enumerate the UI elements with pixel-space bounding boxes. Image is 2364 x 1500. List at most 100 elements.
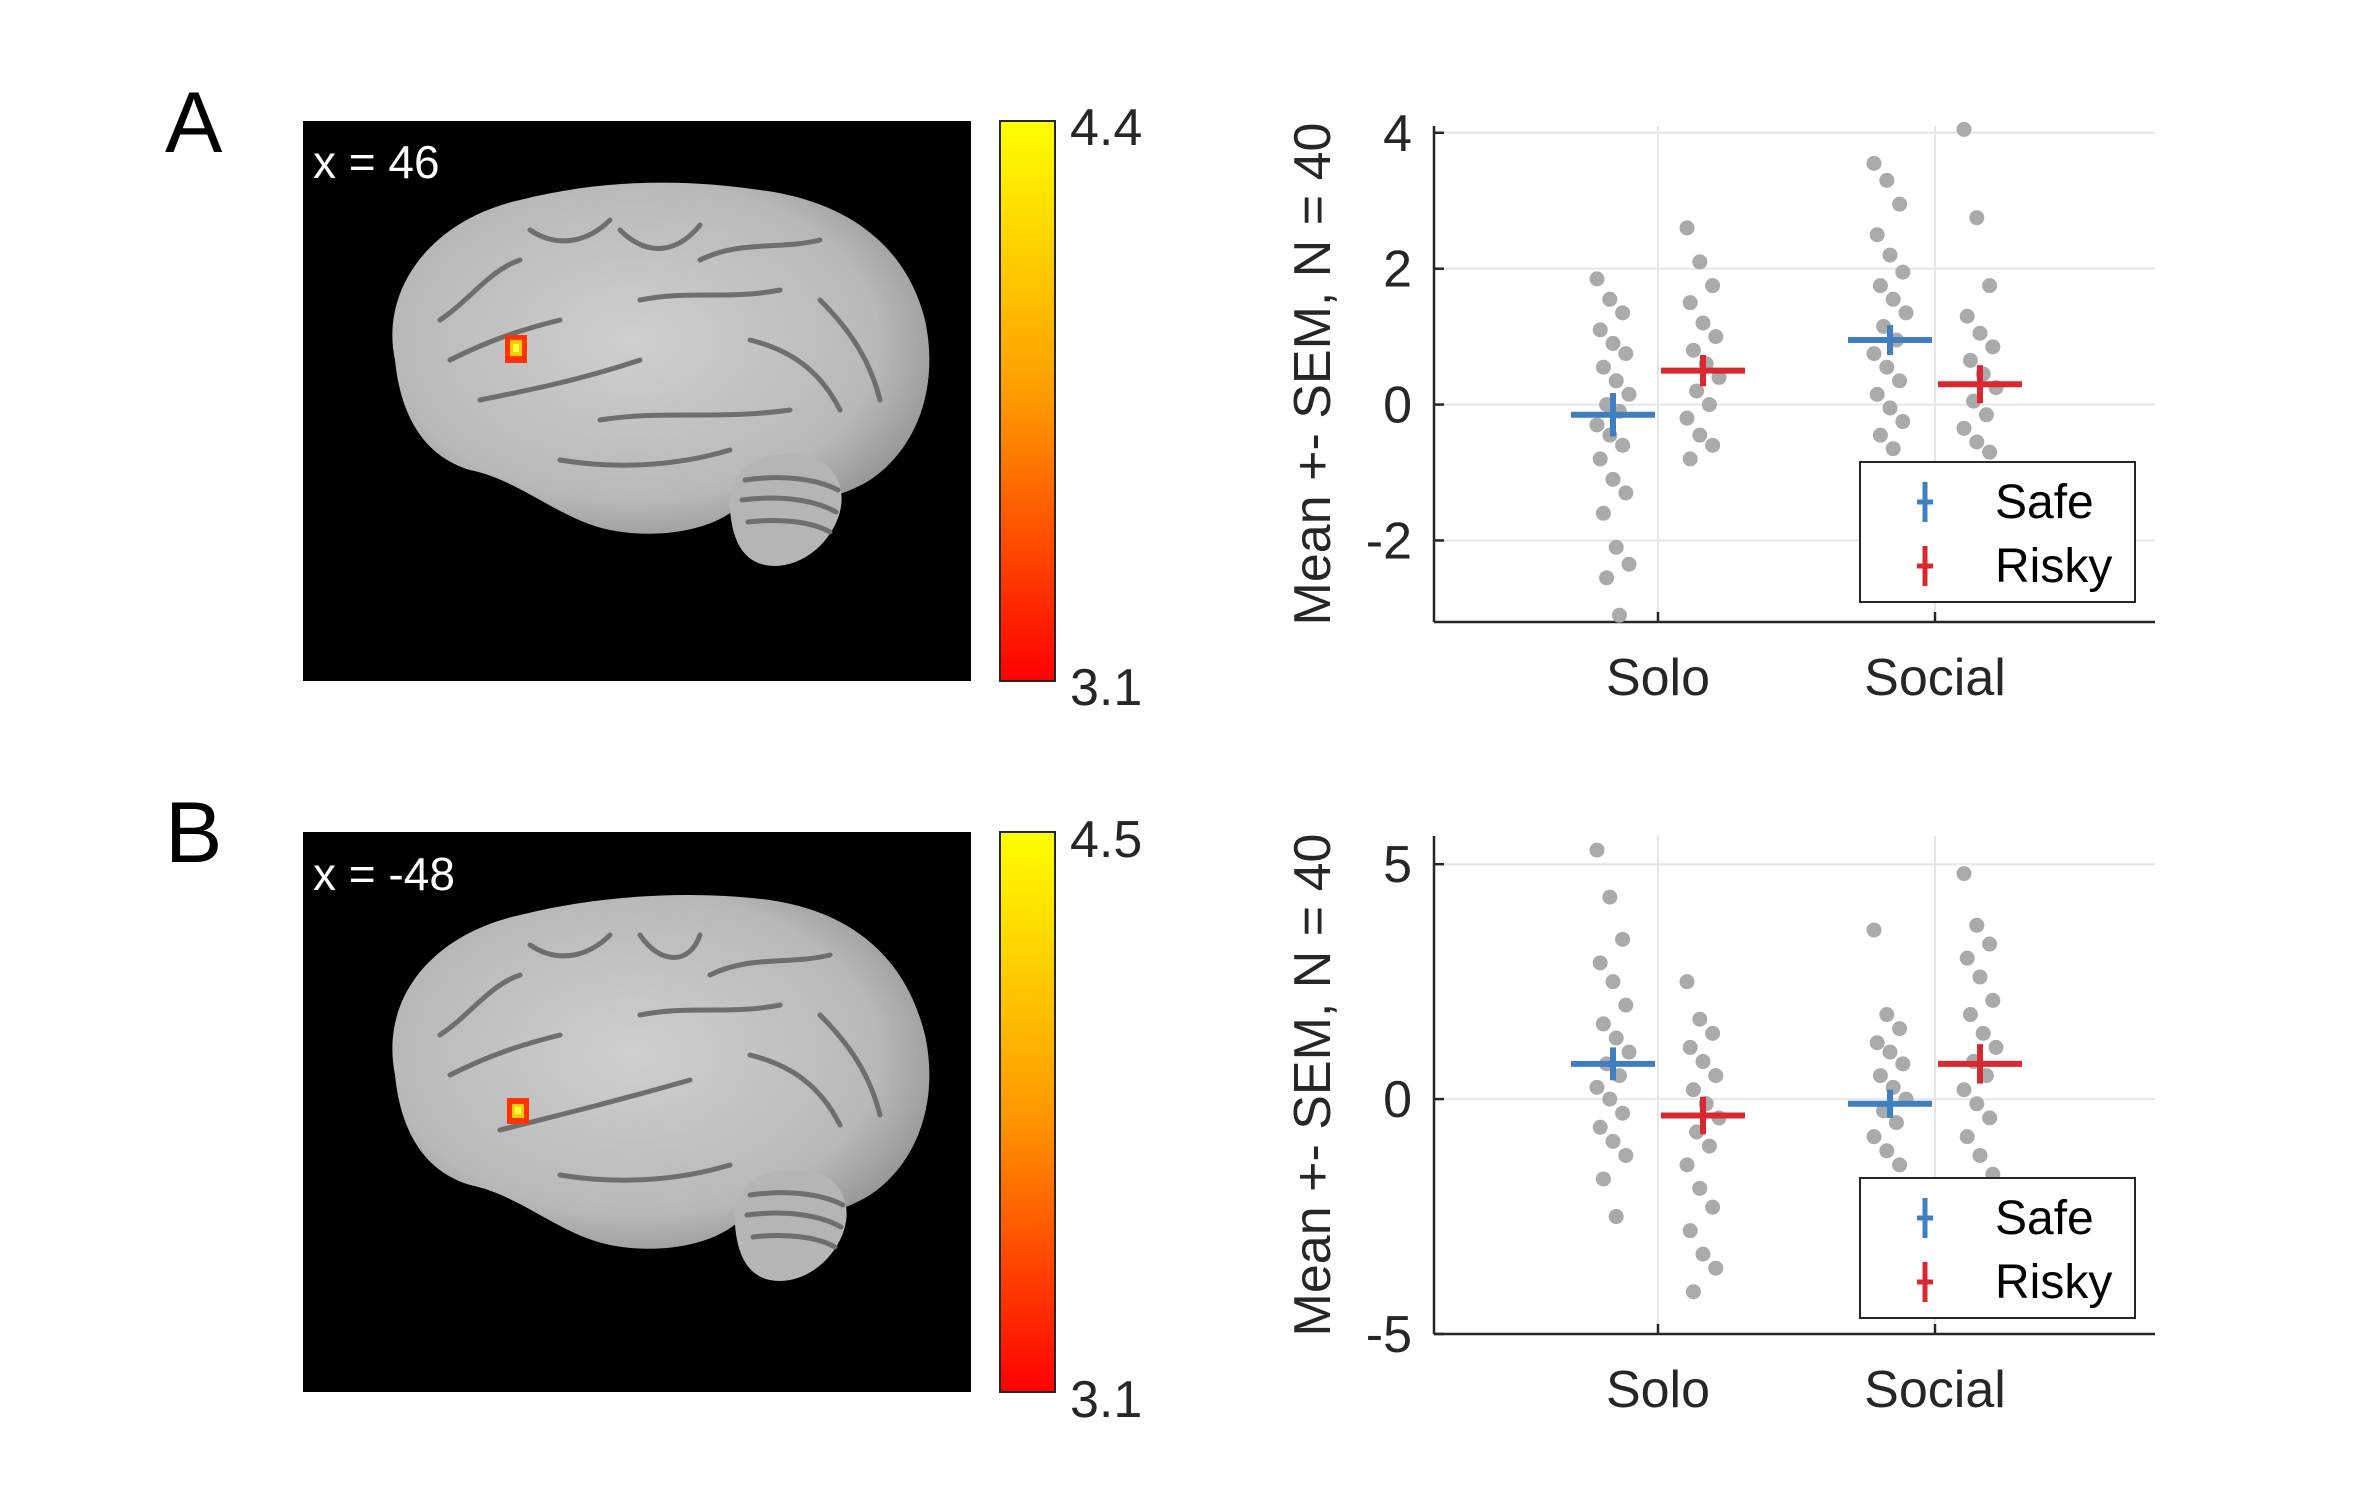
chart-a-point-safe [1618, 346, 1634, 362]
chart-b-point-risky [1692, 1011, 1708, 1027]
chart-b-point-safe [1615, 1105, 1631, 1121]
colorbar-max-label-a: 4.4 [1070, 99, 1142, 157]
chart-a-ytick-label: 4 [1383, 105, 1412, 163]
chart-b-point-risky [1985, 992, 2001, 1008]
chart-a-point-safe [1608, 373, 1624, 389]
chart-b-point-safe [1879, 1143, 1895, 1159]
chart-b-point-safe [1892, 1157, 1908, 1173]
chart-a-point-risky [1985, 339, 2001, 355]
chart-a-point-safe [1602, 291, 1618, 307]
chart-b-point-safe [1605, 1133, 1621, 1149]
chart-a-ytick-label: 2 [1383, 241, 1412, 299]
chart-a-labels: Mean +- SEM, N = 40 Solo Social 4 2 0 -2 [1284, 105, 2006, 707]
brain-slice-b [392, 895, 930, 1281]
chart-a-point-safe [1599, 570, 1615, 586]
chart-a-point-safe [1895, 414, 1911, 430]
chart-a-point-risky [1692, 427, 1708, 443]
chart-a-point-risky [1695, 315, 1711, 331]
chart-b-labels: Mean +- SEM, N = 40 Solo Social 5 0 -5 [1284, 834, 2006, 1419]
chart-a-point-safe [1611, 607, 1627, 623]
chart-b-point-safe [1608, 1030, 1624, 1046]
chart-a-point-risky [1701, 397, 1717, 413]
chart-b-point-risky [1972, 969, 1988, 985]
chart-b-point-safe [1879, 1007, 1895, 1023]
chart-b-point-risky [1701, 1138, 1717, 1154]
chart-b-point-risky [1708, 1260, 1724, 1276]
chart-b-axes [1432, 836, 2155, 1336]
colorbar-gradient-b [999, 831, 1056, 1393]
chart-b-point-safe [1608, 1209, 1624, 1225]
chart-a-point-risky [1705, 437, 1721, 453]
chart-b-point-safe [1592, 1119, 1608, 1135]
chart-a-point-safe [1589, 271, 1605, 287]
chart-a-point-safe [1898, 305, 1914, 321]
chart-a-point-risky [1969, 434, 1985, 450]
panel-label-b: B [165, 785, 222, 881]
chart-a-point-safe [1615, 305, 1631, 321]
chart-a-point-safe [1621, 556, 1637, 572]
chart-b-point-risky [1679, 1157, 1695, 1173]
chart-b-ylabel: Mean +- SEM, N = 40 [1284, 834, 1342, 1337]
slice-label-b: x = -48 [313, 848, 455, 900]
chart-a-point-risky [1689, 383, 1705, 399]
chart-a-point-risky [1956, 420, 1972, 436]
chart-b-point-safe [1882, 1044, 1898, 1060]
chart-a-point-risky [1969, 210, 1985, 226]
chart-a-point-risky [1959, 308, 1975, 324]
chart-a-legend: Safe Risky [1859, 461, 2136, 603]
chart-a-point-safe [1595, 359, 1611, 375]
chart-a-point-risky [1708, 329, 1724, 345]
brain-image-b: x = -48 [303, 832, 971, 1392]
chart-a-point-risky [1711, 369, 1727, 385]
chart-a-point-risky [1682, 295, 1698, 311]
chart-a-point-safe [1621, 386, 1637, 402]
chart-b-ytick-label: 0 [1383, 1071, 1412, 1129]
chart-a-point-risky [1982, 444, 1998, 460]
colorbar-a: 4.4 3.1 [999, 99, 1142, 717]
chart-b-point-risky [1959, 1129, 1975, 1145]
panel-a: A [165, 75, 2155, 717]
chart-b-legend: Safe Risky [1859, 1177, 2136, 1319]
chart-b-point-safe [1615, 931, 1631, 947]
slice-label-a: x = 46 [313, 136, 440, 188]
chart-a-xtick-social: Social [1864, 649, 2006, 707]
chart-b-point-risky [1959, 950, 1975, 966]
chart-b-point-risky [1682, 1223, 1698, 1239]
chart-b-point-safe [1605, 974, 1621, 990]
chart-b-point-risky [1956, 1082, 1972, 1098]
chart-a-point-risky [1682, 451, 1698, 467]
chart-b-legend-safe-label: Safe [1995, 1192, 2094, 1245]
chart-a-point-safe [1608, 539, 1624, 555]
chart-b-point-safe [1589, 1079, 1605, 1095]
chart-a-point-risky [1705, 278, 1721, 294]
chart-b-point-safe [1589, 842, 1605, 858]
chart-b-point-risky [1969, 917, 1985, 933]
chart-b-point-risky [1705, 1199, 1721, 1215]
chart-b-point-risky [1685, 1284, 1701, 1300]
panel-label-a: A [165, 75, 223, 171]
chart-a-point-risky [1982, 278, 1998, 294]
chart-a-point-safe [1592, 451, 1608, 467]
chart-a-marks [1571, 121, 2022, 623]
chart-a-point-risky [1978, 407, 1994, 423]
chart-b-point-risky [1982, 1110, 1998, 1126]
activation-blob-b [507, 1098, 529, 1124]
chart-b-ytick-label: -5 [1366, 1306, 1412, 1364]
brain-slice-a [392, 182, 930, 566]
chart-b-point-risky [1982, 936, 1998, 952]
chart-a-point-safe [1892, 373, 1908, 389]
colorbar-max-label-b: 4.5 [1070, 811, 1142, 869]
chart-b-point-risky [1962, 1007, 1978, 1023]
colorbar-b: 4.5 3.1 [999, 811, 1142, 1429]
chart-a-ylabel: Mean +- SEM, N = 40 [1284, 123, 1342, 626]
colorbar-gradient-a [999, 120, 1056, 682]
chart-b: Mean +- SEM, N = 40 Solo Social 5 0 -5 Saf… [1284, 834, 2155, 1419]
chart-b-point-safe [1621, 1044, 1637, 1060]
chart-b-point-safe [1602, 889, 1618, 905]
chart-a-point-safe [1895, 264, 1911, 280]
chart-a-point-safe [1882, 247, 1898, 263]
chart-a-point-safe [1879, 172, 1895, 188]
chart-a-point-safe [1872, 427, 1888, 443]
chart-a-point-risky [1692, 254, 1708, 270]
